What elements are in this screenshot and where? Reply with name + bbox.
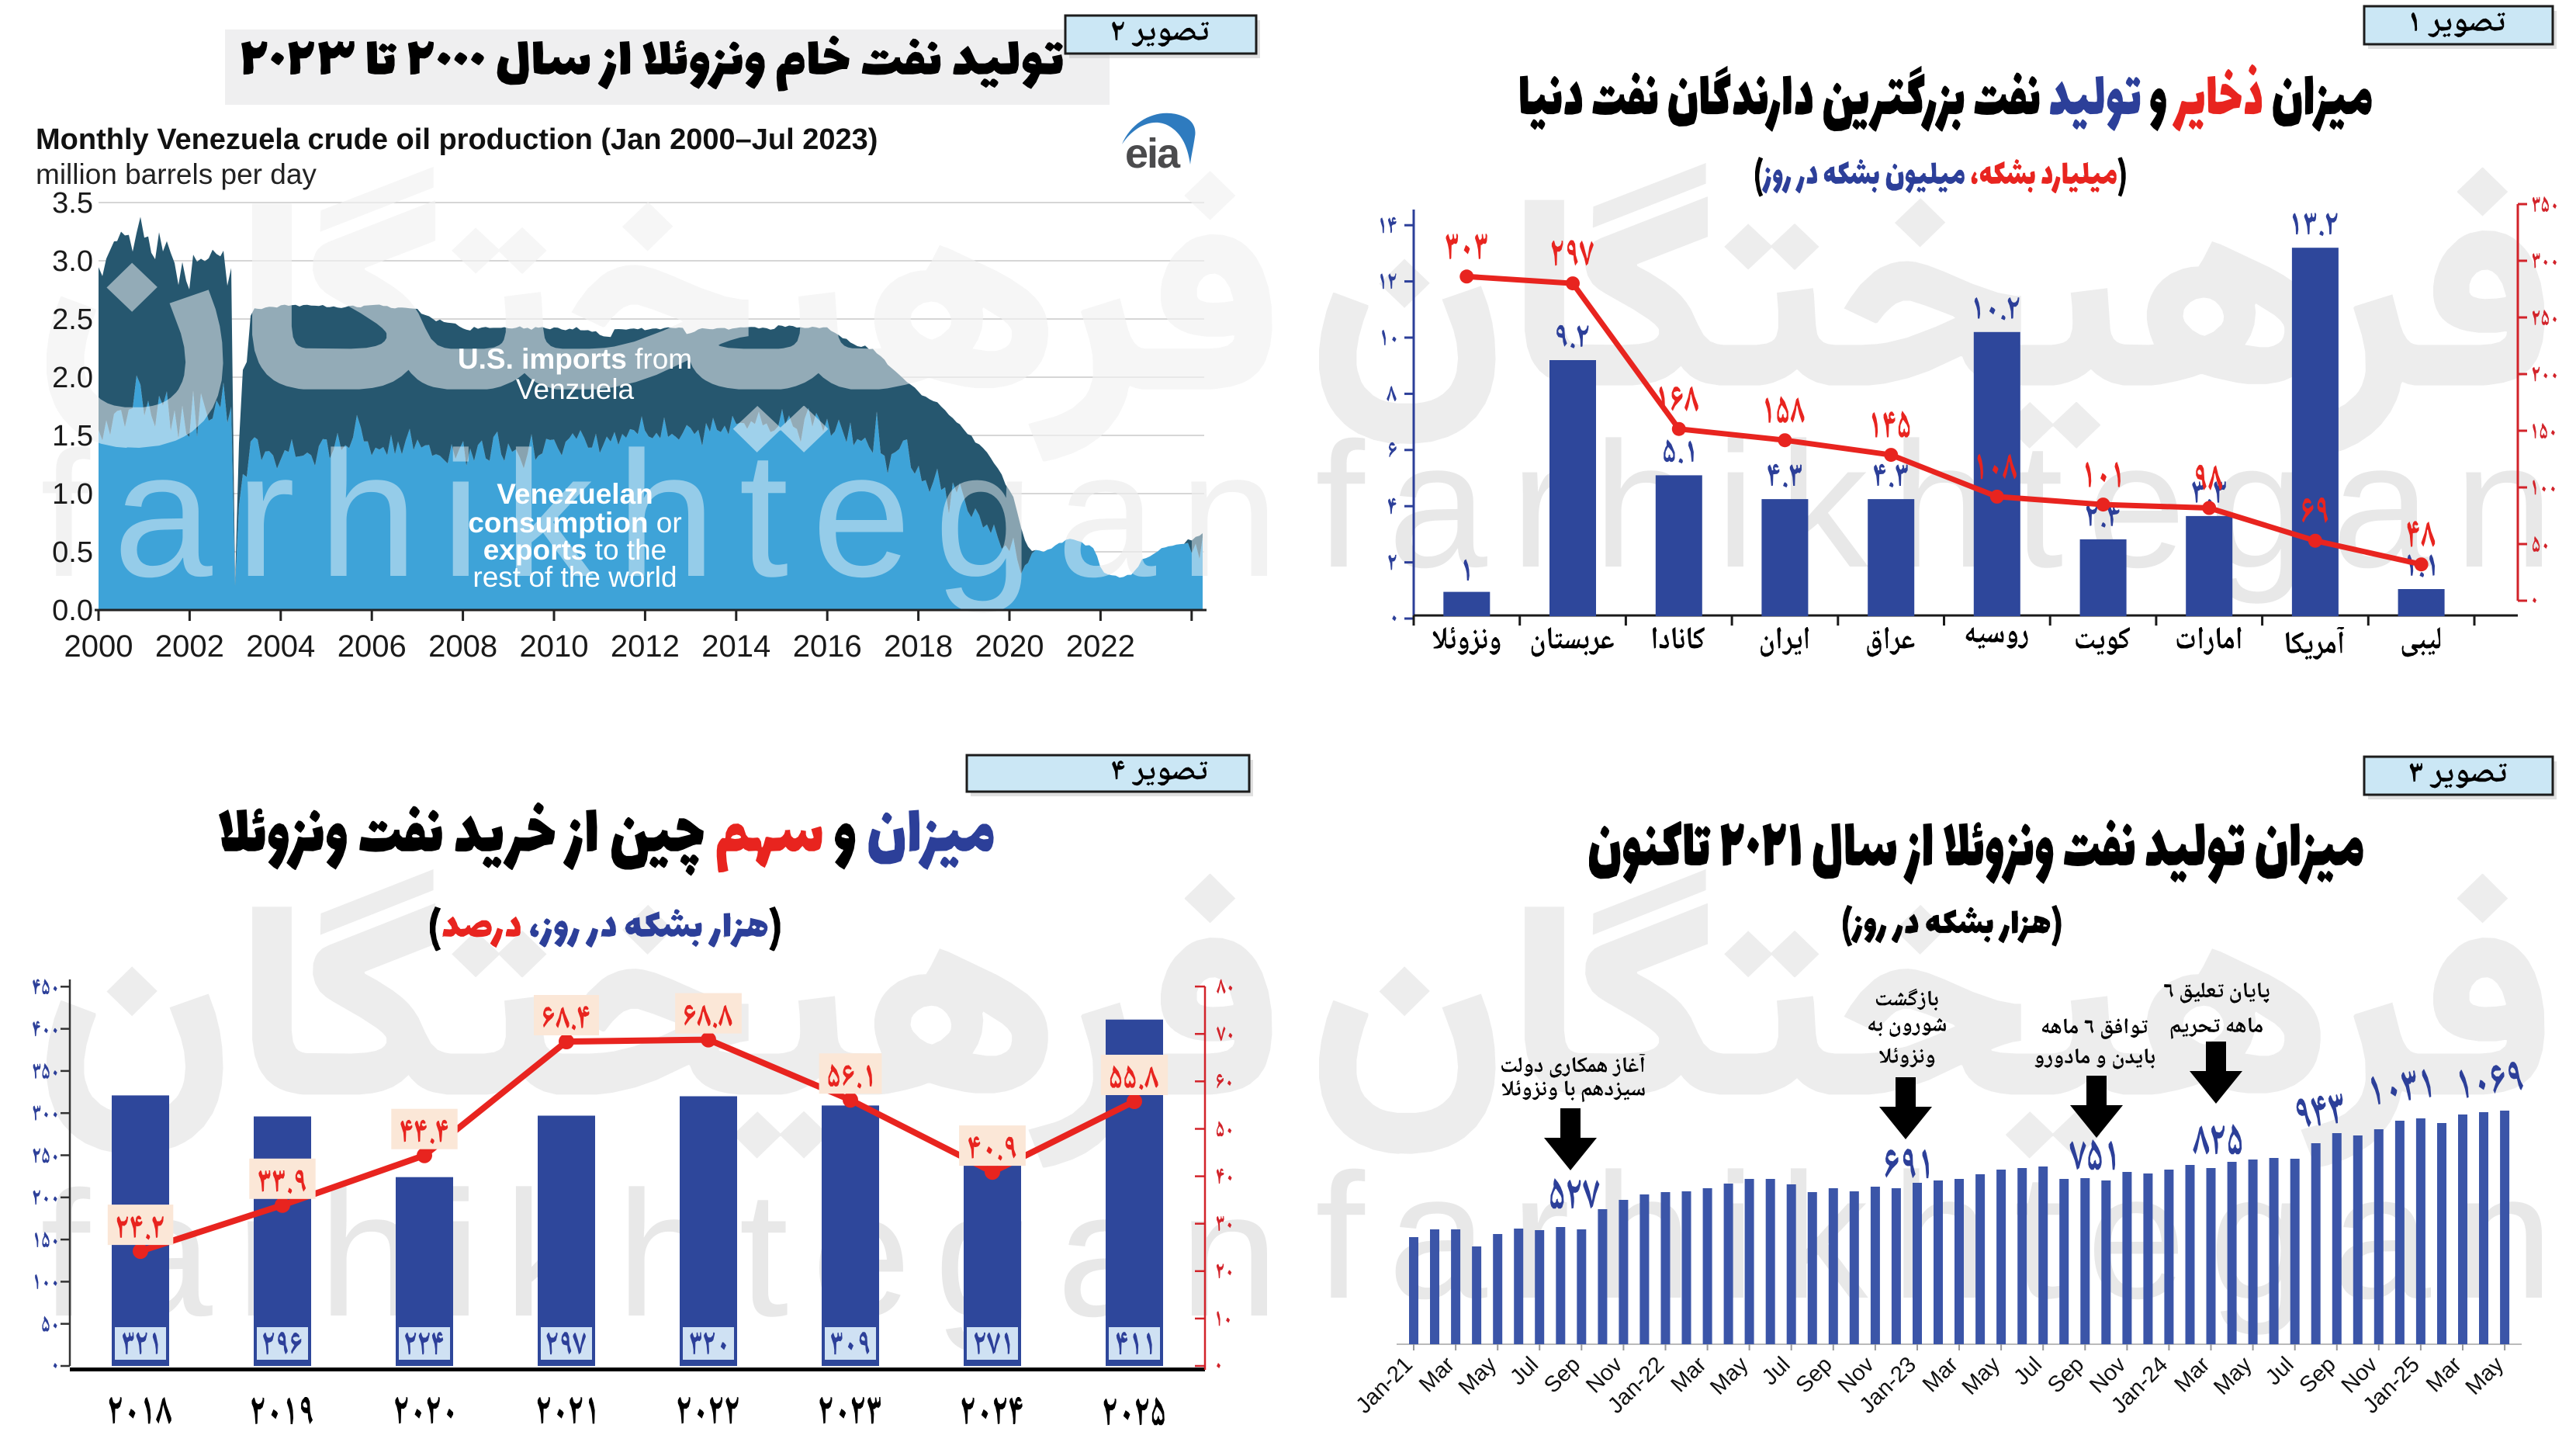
svg-text:2004: 2004: [246, 629, 315, 664]
svg-text:2.0: 2.0: [52, 362, 93, 394]
svg-text:exports to the: exports to the: [483, 534, 667, 566]
svg-text:Venezuelan: Venezuelan: [497, 478, 653, 510]
svg-text:Monthly Venezuela crude oil pr: Monthly Venezuela crude oil production (…: [36, 123, 878, 156]
svg-text:2018: 2018: [884, 629, 953, 664]
svg-text:rest of the world: rest of the world: [473, 561, 677, 593]
svg-text:3.0: 3.0: [52, 245, 93, 278]
svg-text:2020: 2020: [975, 629, 1044, 664]
svg-text:farhikhtegan: farhikhtegan: [1315, 405, 2576, 605]
svg-text:consumption or: consumption or: [468, 507, 681, 539]
svg-text:0.0: 0.0: [52, 595, 93, 627]
svg-text:eia: eia: [1125, 130, 1181, 177]
svg-text:million barrels per day: million barrels per day: [36, 158, 317, 190]
svg-text:U.S. imports from: U.S. imports from: [458, 343, 692, 375]
svg-text:1.0: 1.0: [52, 478, 93, 511]
svg-text:2014: 2014: [701, 629, 770, 664]
svg-text:1.5: 1.5: [52, 420, 93, 452]
svg-text:2000: 2000: [64, 629, 133, 664]
svg-text:2012: 2012: [611, 629, 680, 664]
svg-text:2016: 2016: [793, 629, 862, 664]
svg-text:0.5: 0.5: [52, 536, 93, 569]
svg-text:Venzuela: Venzuela: [516, 373, 635, 405]
svg-text:2008: 2008: [428, 629, 497, 664]
svg-text:farhikhtegan: farhikhtegan: [40, 1154, 1302, 1354]
svg-text:farhikhtegan: farhikhtegan: [40, 414, 1302, 614]
svg-text:2022: 2022: [1066, 629, 1135, 664]
svg-text:3.5: 3.5: [52, 187, 93, 220]
svg-text:2.5: 2.5: [52, 303, 93, 336]
svg-text:2010: 2010: [520, 629, 589, 664]
svg-text:2002: 2002: [155, 629, 224, 664]
svg-text:2006: 2006: [338, 629, 407, 664]
svg-text:farhikhtegan: farhikhtegan: [1315, 1136, 2576, 1336]
